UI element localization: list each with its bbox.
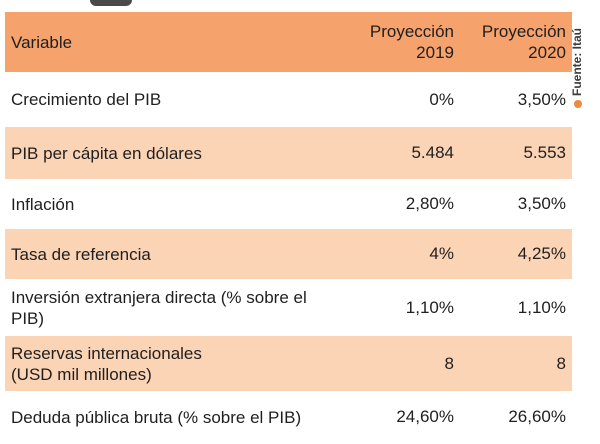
row-variable-label: Reservas internacionales (USD mil millon… — [5, 343, 345, 385]
row-value-2020: 3,50% — [517, 89, 566, 109]
table-row: PIB per cápita en dólares 5.484 5.553 — [5, 127, 572, 179]
row-value-2019: 2,80% — [405, 194, 454, 213]
row-variable-label: PIB per cápita en dólares — [5, 143, 345, 164]
table-row: Crecimiento del PIB 0% 3,50% — [5, 72, 572, 127]
row-value-2019: 8 — [444, 353, 454, 373]
row-value-2019: 24,60% — [396, 407, 454, 426]
row-variable-line: Reservas internacionales — [11, 343, 202, 363]
row-variable-line: Deduda pública bruta (% sobre el PIB) — [11, 407, 302, 427]
row-variable-label: Crecimiento del PIB — [5, 89, 345, 110]
row-variable-label: Inflación — [5, 194, 345, 215]
row-variable-line: Tasa de referencia — [11, 244, 151, 264]
row-value-2020: 8 — [556, 353, 566, 373]
row-variable-label: Tasa de referencia — [5, 244, 345, 265]
row-value-2020: 26,60% — [508, 407, 566, 426]
header-2019: Proyección 2019 — [345, 21, 458, 63]
projection-table: Variable Proyección 2019 Proyección 2020… — [5, 12, 572, 443]
row-value-2020: 1,10% — [517, 297, 566, 317]
source-credit: Fuente: Itaú — [570, 4, 596, 114]
header-2020-line1: Proyección — [481, 22, 566, 41]
header-variable: Variable — [11, 32, 73, 52]
row-value-2020: 5.553 — [523, 143, 566, 162]
source-dot-icon — [574, 100, 582, 108]
row-value-2019: 1,10% — [405, 297, 454, 317]
table-row: Tasa de referencia 4% 4,25% — [5, 229, 572, 279]
top-strip-decoration — [90, 0, 132, 6]
header-2019-line2: 2019 — [416, 43, 454, 62]
row-variable-line: Crecimiento del PIB — [11, 90, 162, 109]
source-label: Fuente: Itaú — [570, 28, 584, 96]
row-value-2020: 4,25% — [517, 244, 566, 263]
row-variable-label: Inversión extranjera directa (% sobre el… — [5, 287, 345, 329]
row-variable-line: Inversión extranjera directa (% sobre el — [11, 287, 307, 307]
header-2020: Proyección 2020 — [458, 21, 572, 63]
table-header-row: Variable Proyección 2019 Proyección 2020 — [5, 12, 572, 72]
row-value-2019: 4% — [429, 244, 454, 263]
row-variable-line: PIB) — [11, 308, 45, 328]
row-variable-line: Inflación — [11, 194, 75, 214]
table-row: Inflación 2,80% 3,50% — [5, 179, 572, 229]
header-2020-line2: 2020 — [528, 43, 566, 62]
table-row: Deduda pública bruta (% sobre el PIB) 24… — [5, 391, 572, 443]
row-variable-line: PIB per cápita en dólares — [11, 143, 202, 163]
table-row: Inversión extranjera directa (% sobre el… — [5, 279, 572, 336]
table-row: Reservas internacionales (USD mil millon… — [5, 336, 572, 391]
header-2019-line1: Proyección — [369, 22, 454, 41]
row-variable-line: (USD mil millones) — [11, 364, 152, 384]
row-variable-label: Deduda pública bruta (% sobre el PIB) — [5, 407, 345, 428]
row-value-2020: 3,50% — [517, 194, 566, 213]
row-value-2019: 5.484 — [411, 143, 454, 162]
row-value-2019: 0% — [429, 89, 454, 109]
